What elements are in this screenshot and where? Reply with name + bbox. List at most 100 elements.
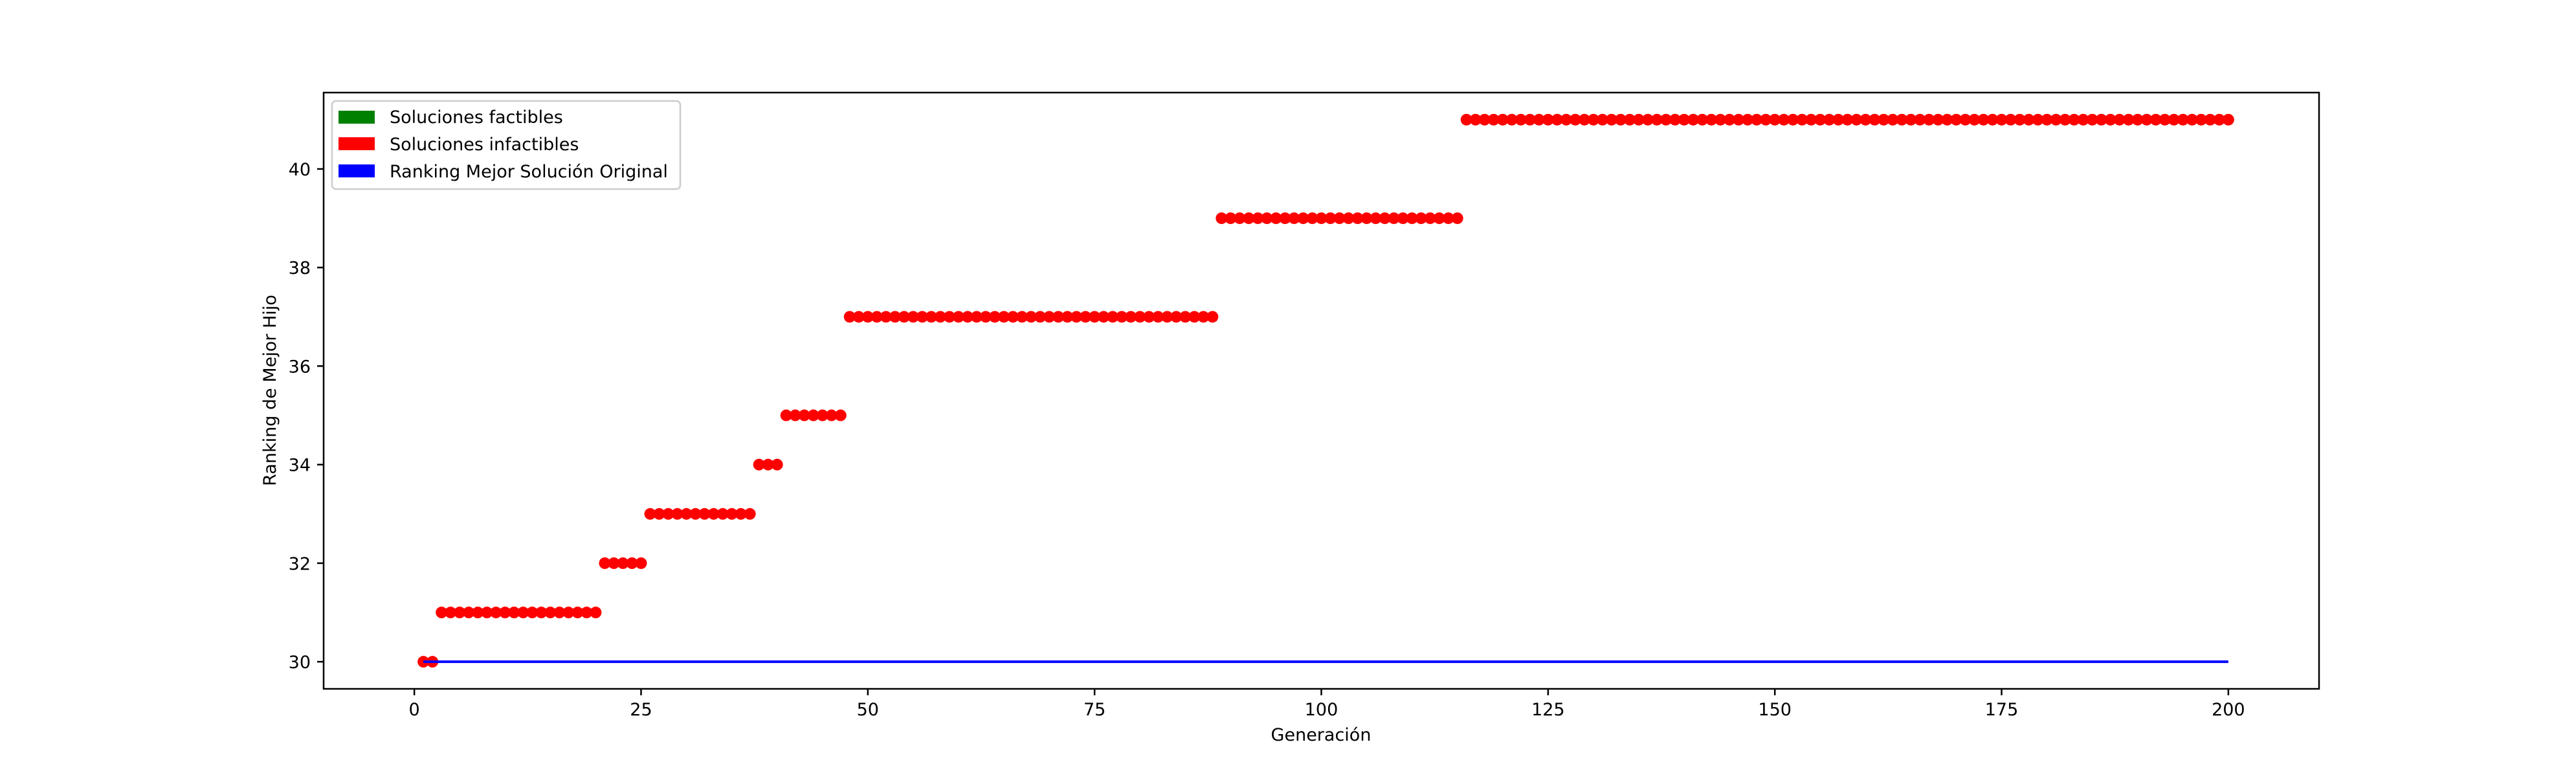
data-point — [2159, 113, 2171, 126]
data-point — [1724, 113, 1736, 126]
data-point — [562, 607, 575, 619]
data-point — [1715, 113, 1727, 126]
data-point — [1533, 113, 1545, 126]
data-point — [1451, 212, 1463, 225]
data-point — [1742, 113, 1754, 126]
data-point — [1469, 113, 1482, 126]
legend-label-original-ranking: Ranking Mejor Solución Original — [390, 162, 668, 182]
data-point — [1388, 212, 1400, 225]
x-axis-label: Generación — [1271, 725, 1371, 745]
data-point — [1733, 113, 1745, 126]
data-point — [608, 557, 620, 569]
data-point — [653, 508, 665, 520]
data-point — [1869, 113, 1881, 126]
data-point — [1116, 311, 1128, 323]
data-point — [1905, 113, 1917, 126]
data-point — [617, 557, 629, 569]
data-point — [1596, 113, 1608, 126]
data-point — [2014, 113, 2026, 126]
data-point — [572, 607, 584, 619]
data-point — [1823, 113, 1836, 126]
data-point — [998, 311, 1010, 323]
data-point — [934, 311, 946, 323]
data-point — [436, 607, 448, 619]
data-point — [1134, 311, 1146, 323]
data-point — [1098, 311, 1110, 323]
data-point — [1505, 113, 1518, 126]
data-point — [2050, 113, 2062, 126]
data-point — [1632, 113, 1645, 126]
data-point — [861, 311, 874, 323]
data-point — [1623, 113, 1636, 126]
data-point — [1052, 311, 1065, 323]
data-point — [1778, 113, 1790, 126]
data-point — [1986, 113, 1999, 126]
data-point — [1569, 113, 1581, 126]
data-point — [1641, 113, 1654, 126]
data-point — [2204, 113, 2216, 126]
data-point — [1306, 212, 1318, 225]
data-point — [1796, 113, 1808, 126]
x-tick-label: 50 — [857, 700, 879, 720]
data-point — [1524, 113, 1536, 126]
data-point — [644, 508, 656, 520]
data-point — [490, 607, 502, 619]
data-point — [508, 607, 520, 619]
data-point — [635, 557, 647, 569]
data-point — [1678, 113, 1691, 126]
data-point — [2077, 113, 2089, 126]
data-point — [1288, 212, 1300, 225]
data-point — [1914, 113, 1926, 126]
data-point — [1896, 113, 1908, 126]
data-point — [726, 508, 738, 520]
data-point — [454, 607, 466, 619]
data-point — [1487, 113, 1500, 126]
data-point — [689, 508, 702, 520]
data-point — [2177, 113, 2189, 126]
data-point — [1751, 113, 1763, 126]
data-point — [1977, 113, 1990, 126]
data-point — [1007, 311, 1019, 323]
data-point — [1043, 311, 1056, 323]
data-point — [1360, 212, 1373, 225]
data-point — [1397, 212, 1409, 225]
data-point — [1578, 113, 1590, 126]
data-point — [2068, 113, 2080, 126]
data-point — [1125, 311, 1137, 323]
data-point — [1442, 212, 1454, 225]
data-point — [780, 409, 792, 421]
data-point — [1433, 212, 1445, 225]
data-point — [907, 311, 919, 323]
data-point — [825, 409, 838, 421]
data-point — [1252, 212, 1264, 225]
data-point — [472, 607, 484, 619]
data-point — [1315, 212, 1327, 225]
data-point — [445, 607, 457, 619]
data-point — [2113, 113, 2126, 126]
y-tick-label: 30 — [289, 653, 311, 673]
data-point — [1370, 212, 1382, 225]
data-point — [1950, 113, 1962, 126]
data-point — [481, 607, 493, 619]
data-point — [1478, 113, 1491, 126]
data-point — [1279, 212, 1291, 225]
data-point — [1170, 311, 1183, 323]
legend: Soluciones factibles Soluciones infactib… — [331, 100, 682, 190]
data-point — [671, 508, 683, 520]
data-point — [1080, 311, 1092, 323]
data-point — [1206, 311, 1219, 323]
data-point — [1614, 113, 1627, 126]
data-point — [1161, 311, 1173, 323]
data-point — [1923, 113, 1935, 126]
legend-label-infeasible: Soluciones infactibles — [390, 135, 579, 155]
data-point — [1342, 212, 1355, 225]
data-point — [1424, 212, 1436, 225]
data-point — [834, 409, 847, 421]
data-point — [1496, 113, 1509, 126]
data-point — [1959, 113, 1971, 126]
data-point — [970, 311, 983, 323]
legend-swatch-infeasible — [339, 137, 375, 150]
data-point — [943, 311, 955, 323]
x-tick-label: 75 — [1083, 700, 1105, 720]
data-point — [1841, 113, 1854, 126]
